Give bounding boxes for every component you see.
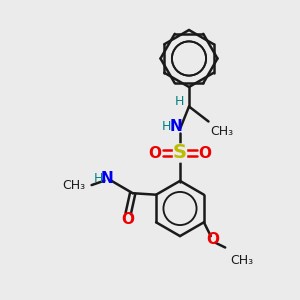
Text: CH₃: CH₃: [210, 125, 233, 138]
Text: H: H: [162, 120, 171, 133]
Text: O: O: [206, 232, 219, 247]
Text: O: O: [148, 146, 161, 160]
Text: CH₃: CH₃: [230, 254, 254, 267]
Text: N: N: [101, 171, 114, 186]
Text: O: O: [199, 146, 212, 160]
Text: CH₃: CH₃: [62, 178, 86, 192]
Text: O: O: [122, 212, 135, 226]
Text: N: N: [170, 119, 183, 134]
Text: S: S: [173, 143, 187, 163]
Text: H: H: [94, 172, 103, 185]
Text: H: H: [175, 95, 184, 109]
